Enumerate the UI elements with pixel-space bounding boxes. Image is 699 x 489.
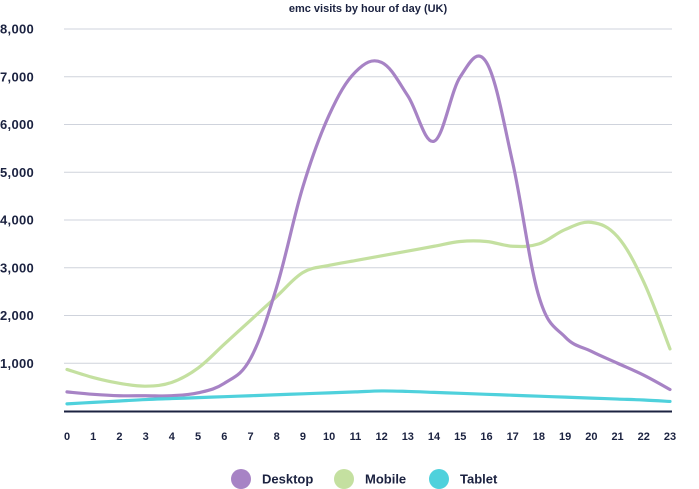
x-tick-label: 1 xyxy=(90,431,96,443)
x-tick-label: 22 xyxy=(638,431,650,443)
x-tick-label: 12 xyxy=(375,431,387,443)
x-tick-label: 2 xyxy=(116,431,122,443)
legend-swatch xyxy=(231,469,251,489)
x-tick-label: 5 xyxy=(195,431,201,443)
x-tick-label: 7 xyxy=(247,431,253,443)
x-tick-label: 4 xyxy=(169,431,176,443)
legend-item-mobile: Mobile xyxy=(334,469,406,489)
series-line-tablet xyxy=(65,389,672,406)
grid-lines xyxy=(64,28,672,364)
x-tick-label: 6 xyxy=(221,431,227,443)
x-tick-label: 18 xyxy=(533,431,545,443)
x-tick-label: 20 xyxy=(585,431,597,443)
x-tick-label: 13 xyxy=(402,431,414,443)
x-tick-label: 8 xyxy=(274,431,280,443)
series-lines xyxy=(65,54,672,406)
legend-swatch xyxy=(334,469,354,489)
x-tick-label: 23 xyxy=(664,431,676,443)
x-tick-label: 11 xyxy=(350,431,362,443)
series-line-mobile xyxy=(65,220,672,388)
x-tick-label: 17 xyxy=(507,431,519,443)
legend-label: Tablet xyxy=(460,472,498,487)
y-tick-label: 6,000 xyxy=(0,117,34,132)
y-tick-label: 3,000 xyxy=(0,260,34,275)
x-axis-ticks: 0 1 2 3 4 5 6 7 8 9 10 11 12 13 14 15 16 17 18 19 20 21 22 23 xyxy=(64,431,676,443)
x-tick-label: 10 xyxy=(323,431,335,443)
x-tick-label: 9 xyxy=(300,431,306,443)
x-tick-label: 0 xyxy=(64,431,70,443)
y-tick-label: 1,000 xyxy=(0,356,34,371)
legend-label: Desktop xyxy=(262,472,313,487)
x-tick-label: 14 xyxy=(428,431,441,443)
legend-label: Mobile xyxy=(365,472,406,487)
x-tick-label: 3 xyxy=(143,431,149,443)
y-axis-ticks: 1,000 2,000 3,000 4,000 5,000 6,000 7,000 8,000 xyxy=(0,22,34,371)
chart-title: emc visits by hour of day (UK) xyxy=(289,3,448,15)
x-tick-label: 16 xyxy=(480,431,492,443)
x-tick-label: 19 xyxy=(559,431,571,443)
legend: Desktop Mobile Tablet xyxy=(231,469,498,489)
y-tick-label: 7,000 xyxy=(0,69,34,84)
y-tick-label: 2,000 xyxy=(0,308,34,323)
legend-item-desktop: Desktop xyxy=(231,469,313,489)
legend-swatch xyxy=(429,469,449,489)
series-line-desktop xyxy=(65,54,672,398)
x-tick-label: 15 xyxy=(454,431,466,443)
y-tick-label: 5,000 xyxy=(0,165,34,180)
y-tick-label: 8,000 xyxy=(0,22,34,37)
x-tick-label: 21 xyxy=(611,431,623,443)
y-tick-label: 4,000 xyxy=(0,213,34,228)
legend-item-tablet: Tablet xyxy=(429,469,498,489)
